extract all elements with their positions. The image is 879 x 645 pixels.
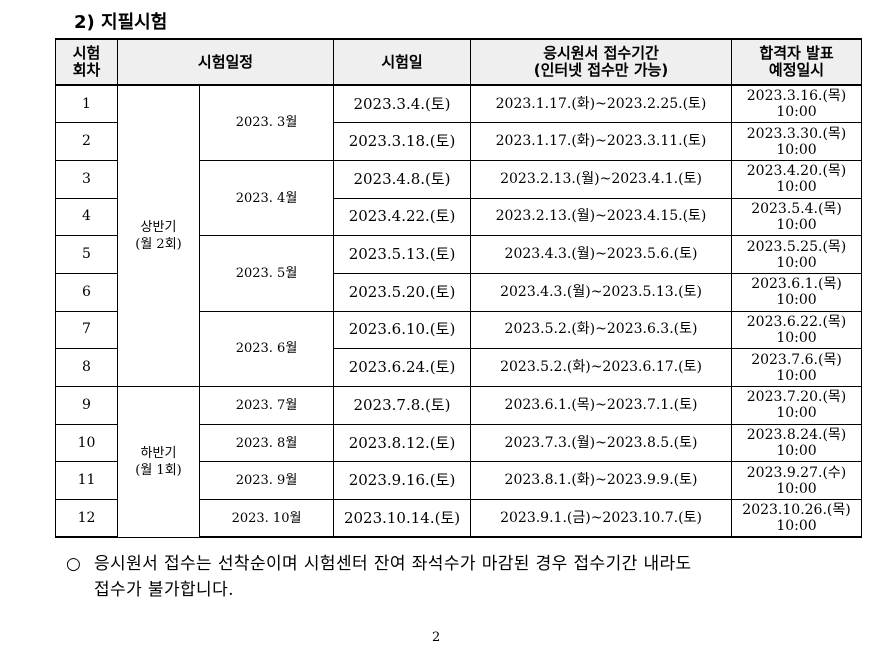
month-cell: 2023. 5월 — [198, 235, 335, 312]
round-cell: 8 — [55, 348, 118, 387]
apply-period-cell: 2023.4.3.(월)~2023.5.13.(토) — [470, 272, 733, 312]
round-cell: 7 — [55, 310, 118, 350]
apply-period-cell: 2023.7.3.(월)~2023.8.5.(토) — [470, 423, 733, 463]
announce-cell: 2023.7.6.(목) 10:00 — [731, 348, 863, 387]
half-cell-second: 하반기 (월 1회) — [117, 386, 200, 538]
header-schedule: 시험일정 — [116, 38, 335, 86]
exam-date-cell: 2023.5.20.(토) — [333, 272, 472, 312]
exam-date-cell: 2023.7.8.(토) — [333, 386, 472, 425]
exam-date-cell: 2023.6.24.(토) — [333, 348, 472, 387]
round-cell: 6 — [55, 272, 118, 312]
bullet-circle-icon: ○ — [66, 554, 82, 574]
table-row: 5 2023. 5월 2023.5.13.(토) 2023.4.3.(월)~20… — [55, 235, 863, 312]
half-cell-first: 상반기 (월 2회) — [117, 84, 200, 387]
page-number: 2 — [432, 630, 441, 645]
apply-period-cell: 2023.5.2.(화)~2023.6.17.(토) — [470, 348, 733, 387]
exam-date-cell: 2023.9.16.(토) — [333, 461, 472, 501]
month-cell: 2023. 3월 — [198, 84, 335, 161]
apply-period-cell: 2023.1.17.(화)~2023.2.25.(토) — [470, 84, 733, 124]
notice-line-2: 접수가 불가합니다. — [94, 580, 234, 600]
round-cell: 11 — [55, 461, 118, 501]
exam-date-cell: 2023.3.4.(토) — [333, 84, 472, 124]
month-cell: 2023. 6월 — [198, 310, 335, 388]
month-cell: 2023. 9월 — [198, 461, 335, 501]
table-row: 1 상반기 (월 2회) 2023. 3월 2023.3.4.(토) 2023.… — [55, 84, 863, 387]
announce-cell: 2023.6.22.(목) 10:00 — [731, 310, 863, 350]
section-title: 2) 지필시험 — [74, 12, 168, 33]
announce-cell: 2023.9.27.(수) 10:00 — [731, 461, 863, 501]
header-exam-date: 시험일 — [333, 38, 472, 86]
announce-cell: 2023.3.30.(목) 10:00 — [731, 122, 863, 161]
apply-period-cell: 2023.8.1.(화)~2023.9.9.(토) — [470, 461, 733, 501]
table-row: 3 2023. 4월 2023.4.8.(토) 2023.2.13.(월)~20… — [55, 159, 863, 237]
month-cell: 2023. 7월 — [198, 386, 335, 425]
exam-date-cell: 2023.8.12.(토) — [333, 423, 472, 463]
table-row: 6 2023.5.20.(토) 2023.4.3.(월)~2023.5.13.(… — [55, 272, 863, 312]
table-row: 11 2023. 9월 2023.9.16.(토) 2023.8.1.(화)~2… — [55, 461, 863, 501]
table-row: 12 2023. 10월 2023.10.14.(토) 2023.9.1.(금)… — [55, 499, 863, 539]
month-cell: 2023. 10월 — [198, 499, 335, 539]
notice-line-1: 응시원서 접수는 선착순이며 시험센터 잔여 좌석수가 마감된 경우 접수기간 … — [94, 554, 692, 574]
exam-date-cell: 2023.3.18.(토) — [333, 122, 472, 161]
round-cell: 4 — [55, 197, 118, 237]
apply-period-cell: 2023.6.1.(목)~2023.7.1.(토) — [470, 386, 733, 425]
round-cell: 5 — [55, 235, 118, 274]
exam-date-cell: 2023.6.10.(토) — [333, 310, 472, 350]
exam-date-cell: 2023.5.13.(토) — [333, 235, 472, 274]
month-cell: 2023. 4월 — [198, 159, 335, 237]
round-cell: 12 — [55, 499, 118, 539]
announce-cell: 2023.8.24.(목) 10:00 — [731, 423, 863, 463]
announce-cell: 2023.10.26.(목) 10:00 — [731, 499, 863, 539]
table-row: 9 하반기 (월 1회) 2023. 7월 2023.7.8.(토) 2023.… — [55, 386, 863, 538]
header-apply-period: 응시원서 접수기간 (인터넷 접수만 가능) — [470, 38, 733, 86]
announce-cell: 2023.4.20.(목) 10:00 — [731, 159, 863, 199]
apply-period-cell: 2023.4.3.(월)~2023.5.6.(토) — [470, 235, 733, 274]
round-cell: 10 — [55, 423, 118, 463]
round-cell: 1 — [55, 84, 118, 124]
apply-period-cell: 2023.9.1.(금)~2023.10.7.(토) — [470, 499, 733, 539]
announce-cell: 2023.7.20.(목) 10:00 — [731, 386, 863, 425]
round-cell: 3 — [55, 159, 118, 199]
apply-period-cell: 2023.1.17.(화)~2023.3.11.(토) — [470, 122, 733, 161]
table-row: 2 2023.3.18.(토) 2023.1.17.(화)~2023.3.11.… — [55, 122, 863, 161]
announce-cell: 2023.6.1.(목) 10:00 — [731, 272, 863, 312]
month-cell: 2023. 8월 — [198, 423, 335, 463]
header-round: 시험 회차 — [55, 38, 118, 86]
round-cell: 9 — [55, 386, 118, 425]
exam-date-cell: 2023.4.8.(토) — [333, 159, 472, 199]
announce-cell: 2023.3.16.(목) 10:00 — [731, 84, 863, 124]
apply-period-cell: 2023.2.13.(월)~2023.4.1.(토) — [470, 159, 733, 199]
table-header-row: 시험 회차 시험일정 시험일 응시원서 접수기간 (인터넷 접수만 가능) 합격… — [55, 38, 863, 86]
apply-period-cell: 2023.2.13.(월)~2023.4.15.(토) — [470, 197, 733, 237]
apply-period-cell: 2023.5.2.(화)~2023.6.3.(토) — [470, 310, 733, 350]
exam-date-cell: 2023.10.14.(토) — [333, 499, 472, 539]
table-row: 7 2023. 6월 2023.6.10.(토) 2023.5.2.(화)~20… — [55, 310, 863, 388]
header-announce: 합격자 발표 예정일시 — [731, 38, 863, 86]
announce-cell: 2023.5.4.(목) 10:00 — [731, 197, 863, 237]
round-cell: 2 — [55, 122, 118, 161]
exam-date-cell: 2023.4.22.(토) — [333, 197, 472, 237]
exam-schedule-table: 시험 회차 시험일정 시험일 응시원서 접수기간 (인터넷 접수만 가능) 합격… — [55, 38, 863, 539]
announce-cell: 2023.5.25.(목) 10:00 — [731, 235, 863, 274]
